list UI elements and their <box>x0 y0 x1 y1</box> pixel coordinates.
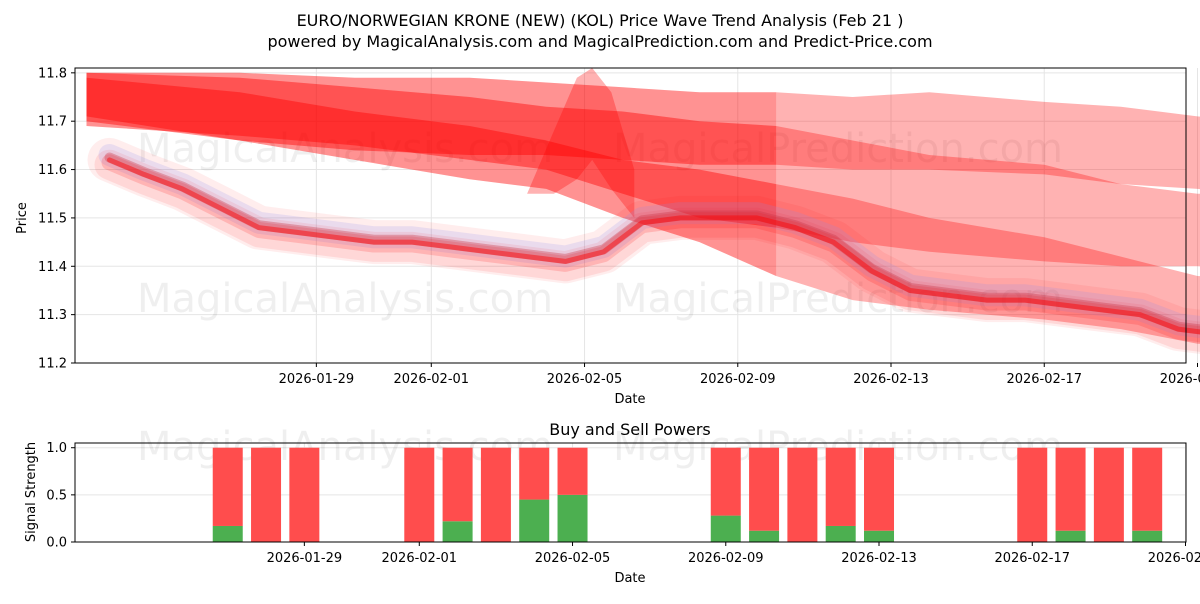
sell-bar <box>404 448 434 542</box>
signal-y-ticks: 0.0 0.5 1.0 <box>46 441 75 550</box>
signal-y-label: Signal Strength <box>24 442 39 542</box>
sell-bar <box>251 448 281 542</box>
sell-bar <box>749 448 779 531</box>
sell-bar <box>519 448 549 500</box>
chart-title: EURO/NORWEGIAN KRONE (NEW) (KOL) Price W… <box>297 11 904 30</box>
sell-bar <box>711 448 741 516</box>
signal-y-tick-label: 0.5 <box>46 488 67 503</box>
signal-chart: Buy and Sell Powers MagicalAnalysis.com … <box>24 420 1200 586</box>
price-x-tick-label: 2026-02-01 <box>394 372 470 387</box>
sell-bar <box>481 448 511 542</box>
signal-x-tick-label: 2026-02-09 <box>688 551 764 566</box>
buy-bar <box>711 516 741 542</box>
price-x-tick-label: 2026-02-21 <box>1160 372 1200 387</box>
price-y-label: Price <box>15 202 30 234</box>
price-y-tick-label: 11.2 <box>38 357 67 372</box>
sell-bar <box>443 448 473 522</box>
sell-bar <box>1132 448 1162 531</box>
sell-bar <box>1056 448 1086 531</box>
price-y-tick-label: 11.3 <box>38 308 67 323</box>
chart-subtitle: powered by MagicalAnalysis.com and Magic… <box>267 32 932 51</box>
price-y-tick-label: 11.5 <box>38 211 67 226</box>
signal-x-tick-label: 2026-02-01 <box>382 551 458 566</box>
sell-bar <box>1017 448 1047 542</box>
price-y-ticks: 11.2 11.3 11.4 11.5 11.6 11.7 11.8 <box>38 66 75 371</box>
signal-x-tick-label: 2026-02-21 <box>1148 551 1200 566</box>
buy-bar <box>1056 531 1086 542</box>
sell-bar <box>558 448 588 495</box>
price-y-tick-label: 11.8 <box>38 66 67 81</box>
buy-bar <box>443 521 473 542</box>
sell-bar <box>289 448 319 542</box>
price-x-label: Date <box>614 392 645 407</box>
signal-x-ticks: 2026-01-29 2026-02-01 2026-02-05 2026-02-09… <box>267 542 1200 566</box>
price-x-tick-label: 2026-02-13 <box>853 372 929 387</box>
price-chart: MagicalAnalysis.com MagicalPrediction.co… <box>15 66 1200 407</box>
signal-y-tick-label: 1.0 <box>46 441 67 456</box>
price-x-tick-label: 2026-02-05 <box>547 372 623 387</box>
price-x-tick-label: 2026-02-09 <box>700 372 776 387</box>
price-x-tick-label: 2026-02-17 <box>1006 372 1082 387</box>
signal-x-tick-label: 2026-01-29 <box>267 551 343 566</box>
price-y-tick-label: 11.6 <box>38 163 67 178</box>
buy-bar <box>749 531 779 542</box>
price-x-tick-label: 2026-01-29 <box>279 372 355 387</box>
sell-bar <box>213 448 243 526</box>
buy-bar <box>864 531 894 542</box>
signal-x-tick-label: 2026-02-13 <box>841 551 917 566</box>
signal-x-tick-label: 2026-02-05 <box>535 551 611 566</box>
price-y-tick-label: 11.4 <box>38 260 67 275</box>
buy-bar <box>558 495 588 542</box>
price-y-tick-label: 11.7 <box>38 115 67 130</box>
signal-y-tick-label: 0.0 <box>46 536 67 551</box>
watermark-left-mid: MagicalAnalysis.com <box>137 276 553 322</box>
signal-x-tick-label: 2026-02-17 <box>994 551 1070 566</box>
price-x-ticks: 2026-01-29 2026-02-01 2026-02-05 2026-02-09… <box>279 363 1200 387</box>
sell-bar <box>1094 448 1124 542</box>
sell-bar <box>826 448 856 526</box>
sell-bar <box>787 448 817 542</box>
sell-bar <box>864 448 894 531</box>
buy-bar <box>1132 531 1162 542</box>
signal-x-label: Date <box>614 571 645 586</box>
buy-bar <box>519 500 549 542</box>
buy-bar <box>213 526 243 542</box>
buy-bar <box>826 526 856 542</box>
